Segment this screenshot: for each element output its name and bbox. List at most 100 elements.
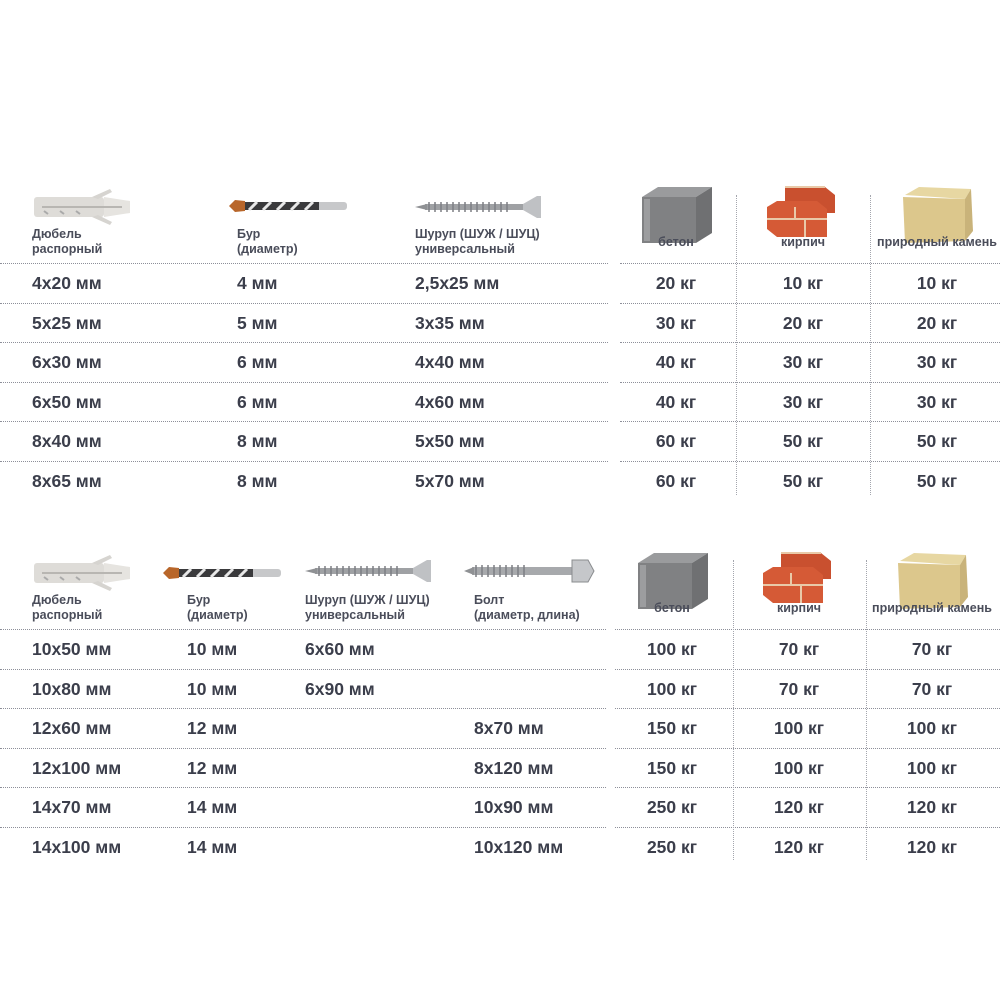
cell-drill: 5 мм — [237, 312, 278, 333]
row-divider — [620, 302, 1000, 304]
cell-drill: 8 мм — [237, 431, 278, 452]
row-divider — [620, 461, 1000, 462]
concrete-block-icon — [642, 187, 712, 243]
cell-brick: 70 кг — [778, 678, 820, 699]
cell-drill: 8 мм — [237, 471, 278, 491]
dowel-icon — [34, 189, 130, 225]
row-divider — [615, 668, 1000, 670]
cell-screw: 6х60 мм — [305, 639, 375, 659]
cell-brick: 50 кг — [782, 471, 824, 491]
header-drill-line1: Бур — [237, 227, 261, 241]
row-divider — [0, 381, 608, 383]
header-stone: природный камень — [872, 601, 992, 615]
cell-brick: 100 кг — [773, 757, 825, 778]
row-divider — [0, 787, 606, 789]
header-dowel-line2: распорный — [32, 608, 103, 622]
cell-dowel: 5х25 мм — [32, 312, 102, 333]
screw-icon — [305, 560, 431, 582]
cell-drill: 6 мм — [237, 391, 278, 412]
cell-brick: 10 кг — [782, 273, 824, 293]
cell-screw: 4х60 мм — [415, 391, 485, 412]
row-divider — [0, 708, 606, 710]
row-divider — [0, 461, 608, 462]
cell-dowel: 12х60 мм — [32, 718, 112, 739]
stone-icon — [903, 187, 973, 243]
cell-stone: 30 кг — [916, 391, 958, 412]
header-screw-line1: Шуруп (ШУЖ / ШУЦ) — [305, 593, 430, 607]
cell-bolt: 10х90 мм — [474, 797, 554, 818]
header-dowel-line2: распорный — [32, 242, 103, 256]
brick-icon — [763, 552, 831, 603]
cell-dowel: 6х30 мм — [32, 352, 102, 373]
cell-stone: 30 кг — [916, 352, 958, 373]
cell-concrete: 100 кг — [646, 678, 698, 699]
header-drill-line1: Бур — [187, 593, 211, 607]
cell-bolt: 8х70 мм — [474, 718, 544, 739]
cell-drill: 10 мм — [187, 678, 238, 699]
cell-dowel: 14х70 мм — [32, 797, 112, 818]
cell-screw: 2,5х25 мм — [415, 273, 500, 293]
cell-screw: 5х70 мм — [415, 471, 485, 491]
cell-concrete: 40 кг — [655, 352, 697, 373]
header-screw-line2: универсальный — [305, 608, 405, 622]
header-bolt-line1: Болт — [474, 593, 505, 607]
cell-drill: 12 мм — [187, 757, 238, 778]
row-divider — [615, 629, 1000, 630]
row-divider — [0, 421, 608, 423]
cell-screw: 4х40 мм — [415, 352, 485, 373]
cell-concrete: 250 кг — [646, 797, 698, 818]
dowel-icon — [34, 555, 130, 591]
cell-concrete: 150 кг — [646, 718, 698, 739]
cell-stone: 70 кг — [911, 639, 953, 659]
header-drill-line2: (диаметр) — [187, 608, 248, 622]
row-divider — [0, 263, 608, 264]
cell-brick: 100 кг — [773, 718, 825, 739]
cell-stone: 50 кг — [916, 431, 958, 452]
cell-stone: 120 кг — [906, 797, 958, 818]
cell-dowel: 10х80 мм — [32, 678, 112, 699]
cell-dowel: 14х100 мм — [32, 837, 122, 857]
header-brick: кирпич — [776, 601, 822, 615]
header-concrete: бетон — [658, 235, 694, 249]
row-divider — [0, 668, 606, 670]
cell-dowel: 4х20 мм — [32, 273, 102, 293]
cell-brick: 50 кг — [782, 431, 824, 452]
column-divider — [866, 560, 867, 860]
row-divider — [0, 302, 608, 304]
header-stone: природный камень — [877, 235, 997, 249]
row-divider — [615, 708, 1000, 710]
cell-brick: 20 кг — [782, 312, 824, 333]
cell-brick: 30 кг — [782, 391, 824, 412]
row-divider — [0, 629, 606, 630]
header-drill-line2: (диаметр) — [237, 242, 298, 256]
cell-concrete: 60 кг — [655, 431, 697, 452]
drill-bit-icon — [229, 200, 347, 212]
concrete-block-icon — [638, 553, 708, 609]
cell-brick: 120 кг — [773, 837, 825, 857]
cell-drill: 6 мм — [237, 352, 278, 373]
row-divider — [620, 381, 1000, 383]
cell-concrete: 150 кг — [646, 757, 698, 778]
row-divider — [615, 747, 1000, 749]
cell-drill: 12 мм — [187, 718, 238, 739]
row-divider — [620, 421, 1000, 423]
row-divider — [615, 787, 1000, 789]
cell-brick: 120 кг — [773, 797, 825, 818]
cell-dowel: 8х40 мм — [32, 431, 102, 452]
cell-screw: 5х50 мм — [415, 431, 485, 452]
column-divider — [870, 195, 871, 495]
row-divider — [615, 827, 1000, 828]
screw-icon — [415, 196, 541, 218]
header-bolt-line2: (диаметр, длина) — [474, 608, 580, 622]
brick-icon — [767, 186, 835, 237]
cell-concrete: 250 кг — [646, 837, 698, 857]
cell-brick: 70 кг — [778, 639, 820, 659]
cell-stone: 100 кг — [906, 718, 958, 739]
row-divider — [0, 827, 606, 828]
cell-concrete: 20 кг — [655, 273, 697, 293]
cell-stone: 50 кг — [916, 471, 958, 491]
cell-concrete: 60 кг — [655, 471, 697, 491]
header-brick: кирпич — [780, 235, 826, 249]
column-divider — [733, 560, 734, 860]
header-dowel-line1: Дюбель — [32, 227, 82, 241]
